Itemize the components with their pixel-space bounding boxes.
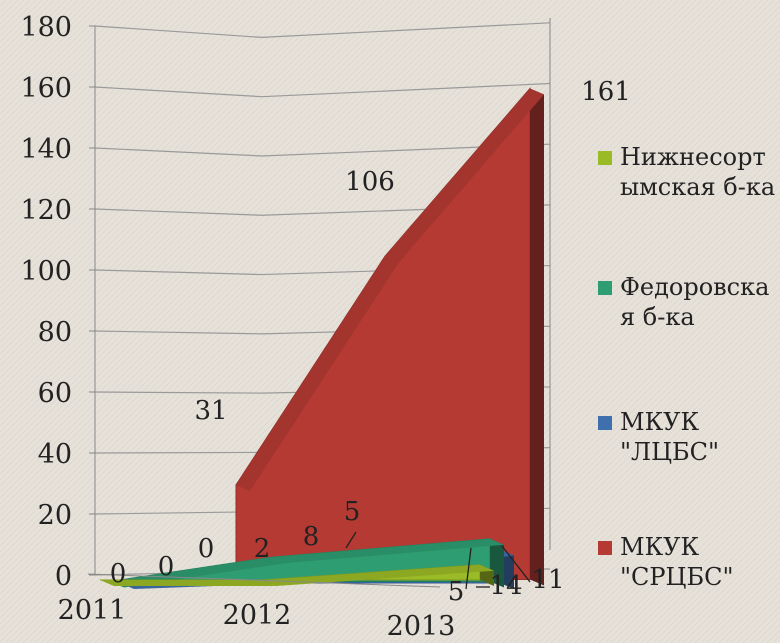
legend-swatch (598, 151, 612, 165)
legend-label: МКУК (620, 408, 699, 436)
legend-label: "ЛЦБС" (620, 438, 719, 466)
legend-label: МКУК (620, 533, 699, 561)
data-label: 161 (581, 77, 631, 107)
x-tick-label: 2011 (58, 595, 127, 626)
data-label: 0 (198, 534, 215, 564)
data-label: 31 (194, 396, 227, 426)
y-axis-ticks: 0 20 40 60 80 100 120 140 160 180 (20, 12, 72, 592)
y-tick-label: 140 (20, 134, 72, 165)
data-label: 0 (158, 552, 175, 582)
x-axis-line (87, 573, 441, 588)
gridline (94, 82, 551, 98)
data-label: 5 (344, 497, 361, 527)
y-tick-label: 0 (55, 561, 72, 592)
legend-swatch (598, 416, 612, 430)
gridline (94, 22, 551, 39)
legend-label: "СРЦБС" (620, 563, 734, 591)
y-tick-label: 180 (20, 12, 72, 43)
y-tick-label: 120 (20, 195, 72, 226)
x-axis-ticks: 2011 2012 2013 (58, 573, 456, 642)
x-tick-label: 2012 (223, 600, 292, 631)
legend-label: я б-ка (620, 303, 695, 331)
series-layer (100, 87, 544, 589)
data-label: 11 (531, 565, 564, 595)
legend-swatch (598, 541, 612, 555)
series-top-0 (100, 580, 276, 586)
data-label: 0 (110, 559, 127, 589)
legend-label: Нижнесорт (620, 143, 766, 171)
data-label: 14 (489, 571, 522, 601)
y-tick-label: 100 (20, 256, 72, 287)
legend-swatch (598, 281, 612, 295)
y-tick-label: 20 (38, 500, 72, 531)
y-tick-label: 60 (38, 378, 72, 409)
data-label: 5 (448, 577, 465, 607)
series-top-1 (272, 538, 504, 564)
legend-label: ымская б-ка (620, 173, 775, 201)
data-label: 8 (303, 522, 320, 552)
leader-line (501, 545, 531, 583)
gridline (94, 143, 551, 157)
y-tick-label: 160 (20, 73, 72, 104)
legend-label: Федоровска (620, 273, 769, 301)
y-tick-label: 40 (38, 439, 72, 470)
leader-line (465, 547, 472, 590)
y-tick-label: 80 (38, 317, 72, 348)
series-top-3 (385, 88, 544, 263)
series-side-3 (530, 88, 544, 586)
x-tick-label: 2013 (387, 611, 456, 642)
data-label: 106 (345, 167, 395, 197)
data-label: 2 (254, 534, 271, 564)
series-top-3 (236, 256, 399, 491)
series-top-0 (262, 564, 494, 586)
leader-line (345, 531, 357, 549)
